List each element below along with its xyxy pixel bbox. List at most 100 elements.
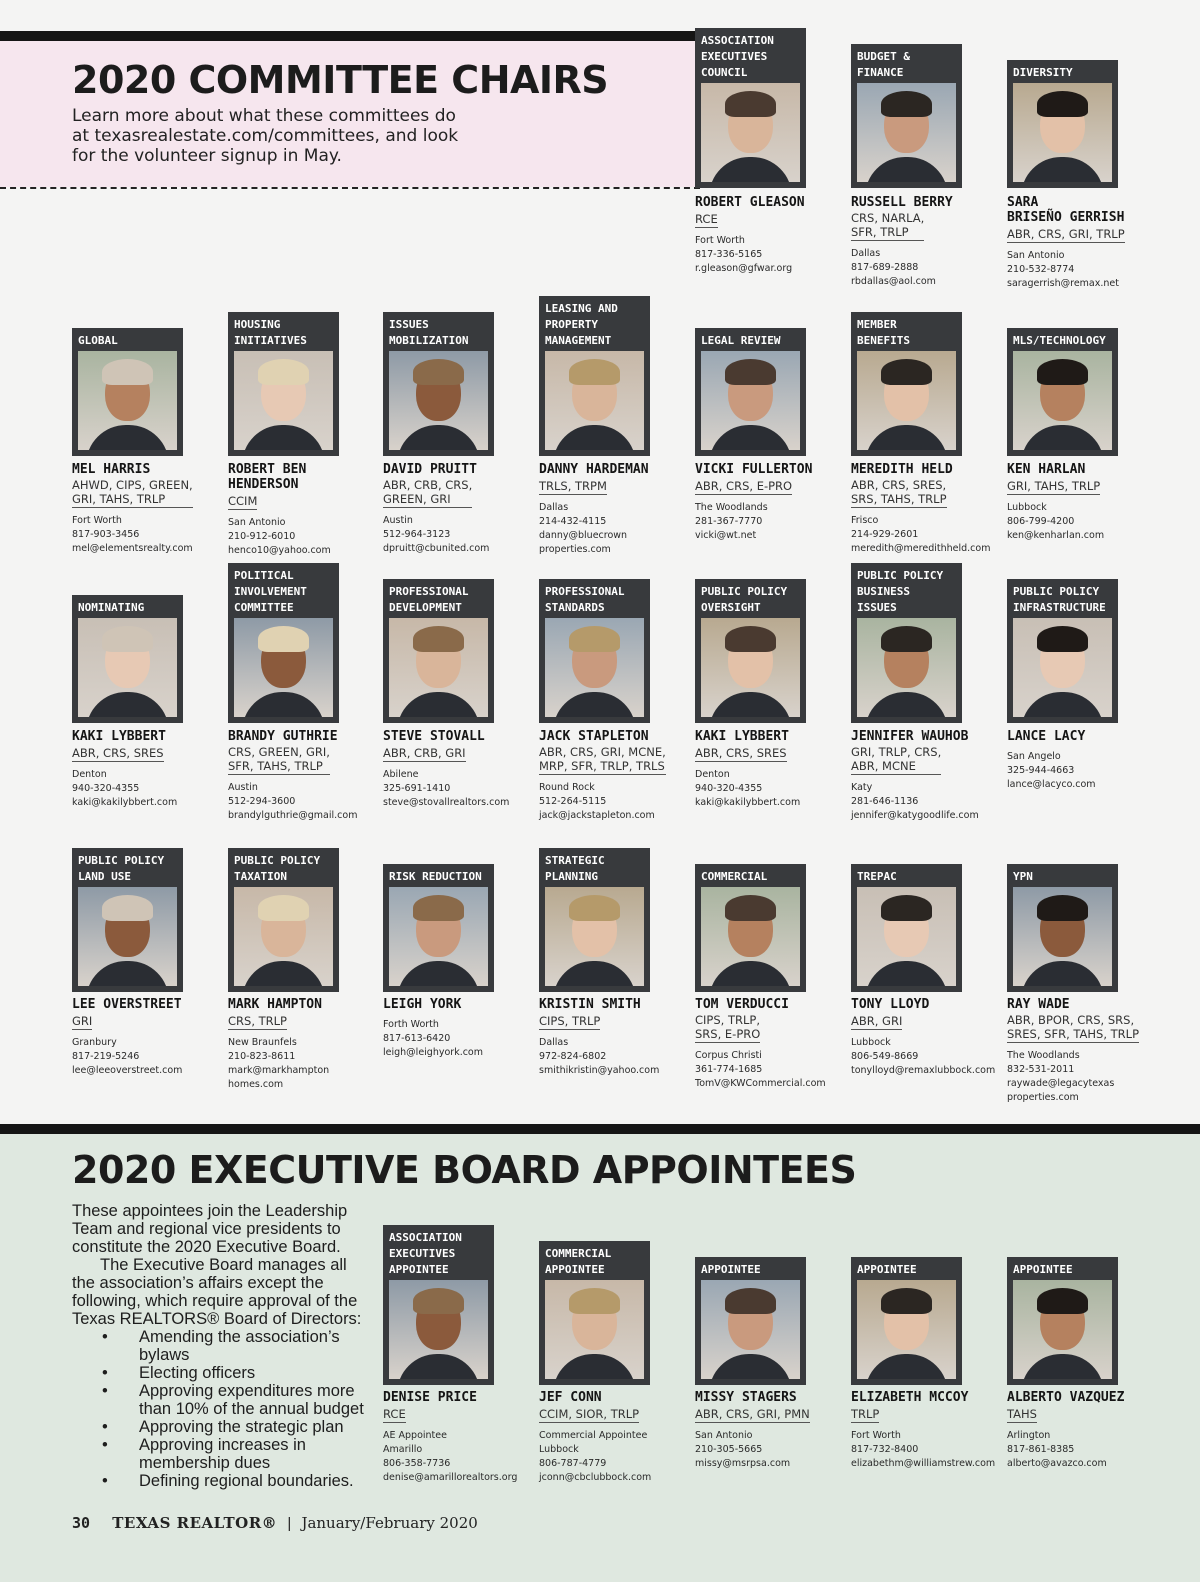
member-contact: Fort Worth 817-336-5165 r.gleason@gfwar.… (695, 235, 793, 274)
portrait-photo (78, 887, 177, 986)
member-contact: Arlington 817-861-8385 alberto@avazco.co… (1007, 1430, 1107, 1469)
committee-label: DIVERSITY (1013, 66, 1073, 79)
portrait-photo (701, 1280, 800, 1379)
intro-text: Learn more about what these committees d… (72, 106, 632, 166)
member-contact: Round Rock 512-264-5115 jack@jackstaplet… (539, 782, 655, 821)
portrait-photo (857, 618, 956, 717)
member-info: DENISE PRICE RCE AE Appointee Amarillo 806… (383, 1390, 543, 1485)
member-contact: Austin 512-294-3600 brandylguthrie@gmail… (228, 782, 358, 821)
member-name: BRANDY GUTHRIE (228, 729, 338, 744)
member-designations: GRI, TAHS, TRLP (1007, 479, 1101, 495)
member-info: ROBERT GLEASON RCE Fort Worth 817-336-5165… (695, 195, 855, 276)
member-contact: San Antonio 210-532-8774 saragerrish@rem… (1007, 250, 1119, 289)
member-info: MEL HARRIS AHWD, CIPS, GREEN, GRI, TAHS, … (72, 462, 232, 556)
portrait-hair (569, 359, 620, 385)
portrait-photo (701, 83, 800, 182)
portrait-shoulders (1021, 692, 1104, 717)
member-info: ELIZABETH MCCOY TRLP Fort Worth 817-732-84… (851, 1390, 1011, 1471)
member-contact: San Angelo 325-944-4663 lance@lacyco.com (1007, 751, 1096, 790)
member-contact: Lubbock 806-799-4200 ken@kenharlan.com (1007, 502, 1105, 541)
member-designations: ABR, BPOR, CRS, SRS, SRES, SFR, TAHS, TR… (1007, 1013, 1139, 1043)
portrait-shoulders (553, 961, 636, 986)
portrait-hair (881, 626, 932, 652)
committee-label: STRATEGIC PLANNING (545, 854, 605, 883)
member-info: TOM VERDUCCI CIPS, TRLP, SRS, E-PRO Corpus… (695, 997, 855, 1091)
member-name: JENNIFER WAUHOB (851, 729, 969, 744)
member-name: LANCE LACY (1007, 729, 1086, 744)
executive-bullet-item: Amending the association’s bylaws (72, 1328, 372, 1364)
page-number: 30 (72, 1514, 91, 1532)
committee-tag-photo: COMMERCIAL (695, 864, 806, 992)
committee-tag-photo: PUBLIC POLICY TAXATION (228, 848, 339, 992)
portrait-shoulders (397, 961, 480, 986)
member-name: TONY LLOYD (851, 997, 930, 1012)
committee-label: COMMERCIAL APPOINTEE (545, 1247, 612, 1276)
member-contact: Abilene 325-691-1410 steve@stovallrealto… (383, 769, 510, 808)
committee-tag-photo: ASSOCIATION EXECUTIVES COUNCIL (695, 28, 806, 188)
portrait-photo (701, 887, 800, 986)
committee-tag-photo: APPOINTEE (1007, 1257, 1118, 1385)
portrait-shoulders (553, 1354, 636, 1379)
portrait-hair (413, 626, 464, 652)
portrait-shoulders (865, 1354, 948, 1379)
member-info: KEN HARLAN GRI, TAHS, TRLP Lubbock 806-799… (1007, 462, 1167, 543)
committee-label: APPOINTEE (857, 1263, 917, 1276)
member-name: RUSSELL BERRY (851, 195, 953, 210)
member-name: MISSY STAGERS (695, 1390, 797, 1405)
executive-paragraph: The Executive Board manages all the asso… (72, 1256, 362, 1328)
member-info: BRANDY GUTHRIE CRS, GREEN, GRI, SFR, TAHS… (228, 729, 388, 823)
committee-tag-photo: BUDGET & FINANCE (851, 44, 962, 188)
portrait-photo (1013, 83, 1112, 182)
member-designations: ABR, GRI (851, 1014, 903, 1030)
member-contact: The Woodlands 281-367-7770 vicki@wt.net (695, 502, 768, 541)
portrait-hair (413, 895, 464, 921)
member-designations: CRS, TRLP (228, 1014, 287, 1030)
member-contact: New Braunfels 210-823-8611 mark@markhamp… (228, 1037, 330, 1090)
member-name: TOM VERDUCCI (695, 997, 789, 1012)
member-name: ROBERT BEN HENDERSON (228, 462, 307, 492)
member-info: STEVE STOVALL ABR, CRB, GRI Abilene 325-69… (383, 729, 543, 810)
portrait-hair (258, 359, 309, 385)
portrait-hair (725, 91, 776, 117)
portrait-shoulders (865, 692, 948, 717)
committee-tag-photo: PUBLIC POLICY INFRASTRUCTURE (1007, 579, 1118, 723)
portrait-hair (569, 1288, 620, 1314)
portrait-shoulders (709, 961, 792, 986)
member-info: SARA BRISEÑO GERRISH ABR, CRS, GRI, TRLP S… (1007, 195, 1167, 291)
member-name: KAKI LYBBERT (695, 729, 789, 744)
committee-tag-photo: PROFESSIONAL DEVELOPMENT (383, 579, 494, 723)
portrait-shoulders (1021, 1354, 1104, 1379)
committee-tag-photo: GLOBAL (72, 328, 183, 456)
page-title: 2020 COMMITTEE CHAIRS (72, 58, 609, 102)
portrait-shoulders (709, 692, 792, 717)
portrait-hair (1037, 895, 1088, 921)
intro-line: for the volunteer signup in May. (72, 146, 342, 166)
member-designations: ABR, CRS, SRES (695, 746, 787, 762)
member-contact: Lubbock 806-549-8669 tonylloyd@remaxlubb… (851, 1037, 996, 1076)
member-designations: ABR, CRS, GRI, TRLP (1007, 227, 1125, 243)
portrait-photo (545, 887, 644, 986)
portrait-shoulders (397, 425, 480, 450)
committee-tag-photo: COMMERCIAL APPOINTEE (539, 1241, 650, 1385)
member-info: LEE OVERSTREET GRI Granbury 817-219-5246 l… (72, 997, 232, 1078)
member-contact: Fort Worth 817-903-3456 mel@elementsreal… (72, 515, 193, 554)
committee-label: MLS/TECHNOLOGY (1013, 334, 1106, 347)
member-name: JEF CONN (539, 1390, 602, 1405)
portrait-photo (234, 351, 333, 450)
member-name: DAVID PRUITT (383, 462, 477, 477)
portrait-shoulders (242, 425, 325, 450)
committee-tag-photo: PUBLIC POLICY BUSINESS ISSUES (851, 563, 962, 723)
portrait-photo (1013, 1280, 1112, 1379)
portrait-photo (389, 1280, 488, 1379)
committee-label: PUBLIC POLICY LAND USE (78, 854, 165, 883)
executive-paragraph: These appointees join the Leadership Tea… (72, 1202, 348, 1256)
member-contact: Denton 940-320-4355 kaki@kakilybbert.com (72, 769, 178, 808)
portrait-shoulders (553, 425, 636, 450)
portrait-shoulders (709, 1354, 792, 1379)
executive-bullet-item: Approving the strategic plan (72, 1418, 372, 1436)
member-designations: TRLP (851, 1407, 880, 1423)
member-contact: Fort Worth 817-732-8400 elizabethm@willi… (851, 1430, 996, 1469)
portrait-shoulders (86, 961, 169, 986)
member-contact: Granbury 817-219-5246 lee@leeoverstreet.… (72, 1037, 183, 1076)
member-contact: Katy 281-646-1136 jennifer@katygoodlife.… (851, 782, 979, 821)
